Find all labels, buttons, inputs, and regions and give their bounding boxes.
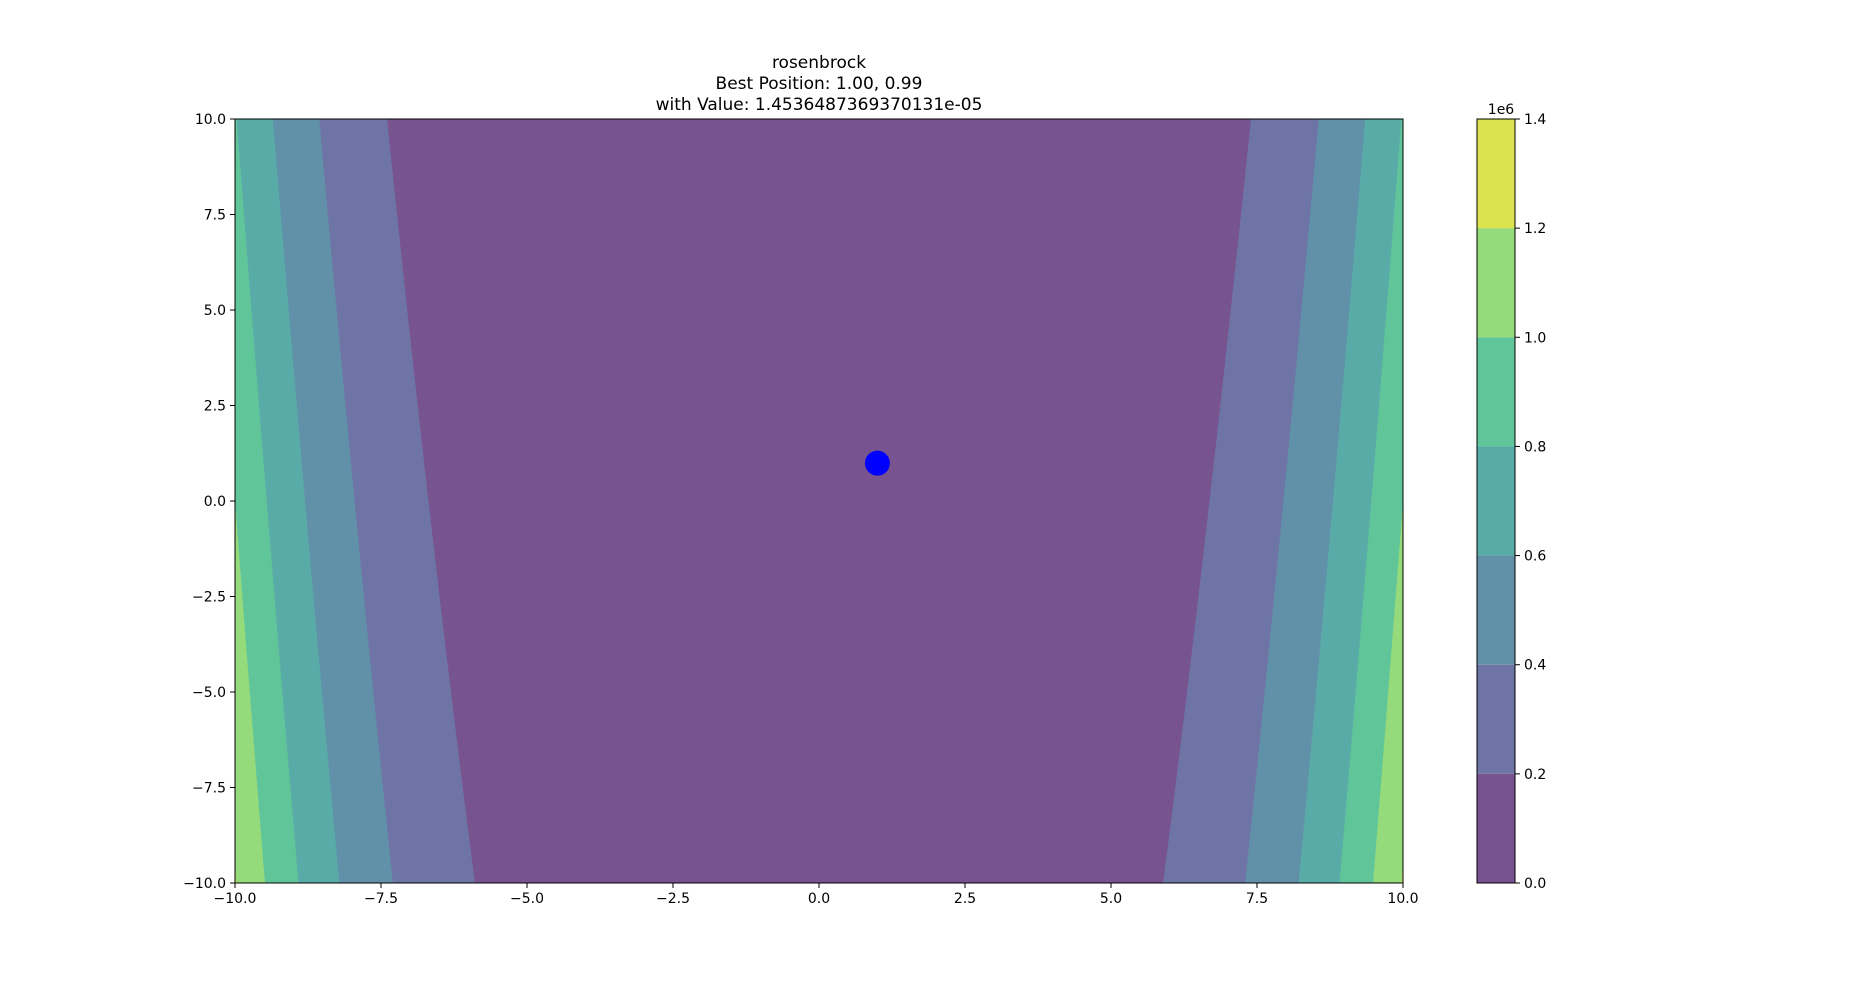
colorbar-band-3: [1477, 446, 1515, 556]
colorbar-band-6: [1477, 119, 1515, 229]
x-tick-label: 5.0: [1100, 891, 1122, 907]
colorbar-band-5: [1477, 228, 1515, 338]
colorbar-ticks: 1.4 1.2 1.0 0.8 0.6 0.4 0.2 0.0: [1515, 112, 1546, 892]
y-tick-label: 2.5: [204, 399, 226, 415]
colorbar-band-1: [1477, 664, 1515, 774]
x-tick-label: 0.0: [808, 891, 830, 907]
x-tick-label: −5.0: [510, 891, 544, 907]
y-tick-label: −2.5: [192, 590, 226, 606]
y-tick-label: −7.5: [192, 781, 226, 797]
colorbar-band-2: [1477, 555, 1515, 665]
contour-band-4-left: [235, 119, 299, 883]
chart-title-line-1: rosenbrock: [772, 53, 866, 73]
x-tick-label: 10.0: [1387, 891, 1418, 907]
x-tick-label: 2.5: [954, 891, 976, 907]
colorbar: 1.4 1.2 1.0 0.8 0.6 0.4 0.2 0.0 1e6: [1476, 102, 1546, 892]
colorbar-tick-label: 1.4: [1524, 112, 1546, 128]
x-tick-label: −7.5: [364, 891, 398, 907]
y-tick-label: 5.0: [204, 303, 226, 319]
colorbar-tick-label: 1.0: [1524, 330, 1546, 346]
y-tick-label: −5.0: [192, 685, 226, 701]
colorbar-band-4: [1477, 337, 1515, 447]
colorbar-frame: [1476, 118, 1516, 884]
colorbar-offset-label: 1e6: [1488, 102, 1515, 118]
contour-bands: [235, 119, 1403, 883]
x-tick-label: −2.5: [656, 891, 690, 907]
colorbar-tick-label: 0.4: [1524, 658, 1546, 674]
colorbar-tick-label: 0.2: [1524, 767, 1546, 783]
chart-title: rosenbrock Best Position: 1.00, 0.99 wit…: [656, 53, 983, 115]
x-tick-label: −10.0: [214, 891, 257, 907]
contour-band-5-right: [1373, 119, 1403, 883]
contour-band-5-left: [235, 119, 265, 883]
chart-title-line-3: with Value: 1.4536487369370131e-05: [656, 95, 983, 115]
colorbar-tick-label: 1.2: [1524, 221, 1546, 237]
y-tick-label: 0.0: [204, 494, 226, 510]
y-tick-label: 10.0: [195, 112, 226, 128]
colorbar-tick-label: 0.6: [1524, 549, 1546, 565]
x-axis: −10.0 −7.5 −5.0 −2.5 0.0 2.5 5.0 7.5 10.0: [214, 883, 1419, 907]
contour-plot-area: [234, 118, 1404, 884]
colorbar-bands: [1477, 119, 1515, 883]
chart-title-line-2: Best Position: 1.00, 0.99: [716, 74, 923, 94]
y-tick-label: 7.5: [204, 208, 226, 224]
best-position-marker: [864, 450, 890, 476]
y-axis: 10.0 7.5 5.0 2.5 0.0 −2.5 −5.0 −7.5 −10.0: [183, 112, 235, 892]
colorbar-tick-label: 0.0: [1524, 876, 1546, 892]
colorbar-band-0: [1477, 773, 1515, 883]
x-tick-label: 7.5: [1246, 891, 1268, 907]
contour-band-4-right: [1339, 119, 1403, 883]
y-tick-label: −10.0: [183, 876, 226, 892]
colorbar-tick-label: 0.8: [1524, 439, 1546, 455]
